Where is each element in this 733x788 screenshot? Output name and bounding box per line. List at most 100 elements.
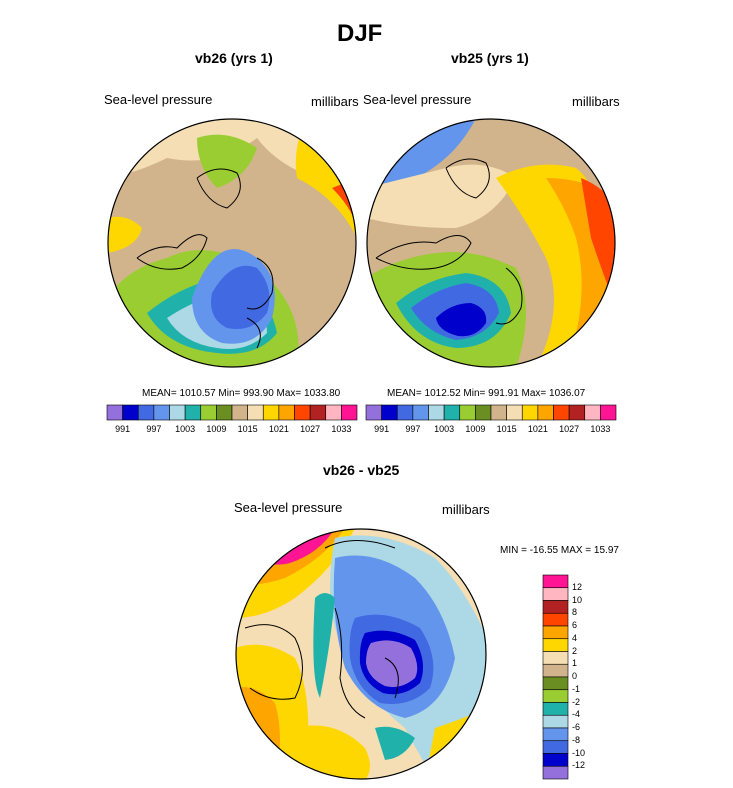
colorbar-box xyxy=(122,404,139,421)
colorbar-box xyxy=(542,625,569,640)
colorbar-box xyxy=(542,651,569,665)
map-border xyxy=(235,528,487,780)
colorbar-tick-label: 10 xyxy=(572,594,583,605)
coastline xyxy=(196,168,241,209)
panel-vb25-title: vb25 (yrs 1) xyxy=(451,50,529,66)
colorbar-tick-label: 1003 xyxy=(175,424,196,434)
colorbar-box xyxy=(443,404,461,421)
map-region xyxy=(313,593,335,698)
map-border xyxy=(107,118,357,368)
map-region xyxy=(295,725,370,779)
colorbar-tick-label: 1027 xyxy=(300,424,321,434)
colorbar-tick-label: 991 xyxy=(115,424,131,434)
panel-vb25-right-label: millibars xyxy=(572,94,620,109)
coastline xyxy=(495,267,523,325)
panel-vb26-left-label: Sea-level pressure xyxy=(104,92,213,107)
colorbar-tick-label: 1003 xyxy=(434,424,455,434)
coastline xyxy=(324,540,396,549)
colorbar-box xyxy=(542,689,569,703)
colorbar-box xyxy=(262,404,280,421)
colorbar-box xyxy=(542,574,569,589)
colorbar-tick-label: -12 xyxy=(572,760,586,771)
colorbar-tick-label: -2 xyxy=(572,696,581,707)
colorbar-tick-label: -6 xyxy=(572,722,581,732)
colorbar-tick-label: 2 xyxy=(572,645,578,656)
colorbar-tick-label: 1 xyxy=(572,658,578,669)
colorbar-diff xyxy=(542,574,569,780)
colorbar-box xyxy=(521,404,539,421)
colorbar-box xyxy=(200,404,217,421)
coastline xyxy=(445,158,490,199)
polar-map-vb25 xyxy=(366,118,616,368)
coastline xyxy=(246,257,274,310)
colorbar-box xyxy=(542,727,569,742)
polar-map-diff xyxy=(235,528,487,780)
colorbar-vb26 xyxy=(106,404,358,421)
colorbar-box xyxy=(137,404,155,421)
colorbar-box xyxy=(542,587,569,601)
map-region xyxy=(581,178,615,308)
colorbar-box xyxy=(365,404,382,421)
panel-vb26-title: vb26 (yrs 1) xyxy=(195,50,273,66)
colorbar-tick-label: -1 xyxy=(572,683,581,694)
colorbar-tick-label: 1021 xyxy=(527,424,548,434)
panel-vb26-stats: MEAN= 1010.57 Min= 993.90 Max= 1033.80 xyxy=(142,388,341,399)
colorbar-box xyxy=(553,404,570,421)
panel-diff-right-label: millibars xyxy=(442,502,490,517)
colorbar-box xyxy=(381,404,398,421)
colorbar-tick-label: 1009 xyxy=(206,424,227,434)
map-region xyxy=(367,164,516,228)
colorbar-box xyxy=(490,404,507,421)
panel-diff-left-label: Sea-level pressure xyxy=(234,500,343,515)
colorbar-tick-label: 0 xyxy=(572,671,578,681)
colorbar-tick-label: -10 xyxy=(572,747,586,758)
panel-vb25-stats: MEAN= 1012.52 Min= 991.91 Max= 1036.07 xyxy=(387,388,586,399)
colorbar-tick-label: 1009 xyxy=(465,424,486,434)
map-region xyxy=(211,265,270,329)
colorbar-tick-label: 991 xyxy=(374,424,390,434)
colorbar-box xyxy=(294,404,311,421)
colorbar-box xyxy=(542,612,569,627)
colorbar-tick-label: -4 xyxy=(572,709,581,720)
colorbar-vb26-ticks: 991 997 1003 1009 1015 1021 1027 1033 xyxy=(107,424,357,438)
colorbar-box xyxy=(537,404,554,421)
panel-vb25-left-label: Sea-level pressure xyxy=(363,92,472,107)
colorbar-vb25-ticks: 991 997 1003 1009 1015 1021 1027 1033 xyxy=(366,424,616,438)
colorbar-box xyxy=(542,702,569,716)
colorbar-tick-label: 12 xyxy=(572,581,583,592)
coastline xyxy=(246,317,261,349)
colorbar-box xyxy=(584,404,601,421)
colorbar-box xyxy=(475,404,492,421)
colorbar-box xyxy=(542,600,569,614)
colorbar-vb25 xyxy=(365,404,617,421)
colorbar-box xyxy=(600,404,617,421)
colorbar-box xyxy=(153,404,170,421)
colorbar-tick-label: 1021 xyxy=(268,424,289,434)
colorbar-tick-label: 1027 xyxy=(559,424,580,434)
polar-map-vb26 xyxy=(107,118,357,368)
colorbar-box xyxy=(216,404,233,421)
colorbar-tick-label: 4 xyxy=(572,632,578,643)
colorbar-box xyxy=(542,638,569,652)
colorbar-box xyxy=(568,404,586,421)
map-region xyxy=(366,640,418,687)
colorbar-tick-label: 1015 xyxy=(237,424,258,434)
colorbar-box xyxy=(506,404,523,421)
colorbar-tick-label: 1033 xyxy=(331,424,352,434)
figure-title: DJF xyxy=(337,20,383,47)
coastline xyxy=(136,234,208,270)
colorbar-box xyxy=(542,663,569,678)
coastline xyxy=(334,607,366,719)
colorbar-tick-label: -8 xyxy=(572,734,581,745)
colorbar-tick-label: 997 xyxy=(405,424,421,434)
colorbar-tick-label: 997 xyxy=(146,424,162,434)
coastline xyxy=(244,624,303,700)
colorbar-tick-label: 6 xyxy=(572,620,578,630)
map-border xyxy=(366,118,616,368)
coastline xyxy=(384,657,399,699)
colorbar-box xyxy=(542,740,569,754)
map-region xyxy=(108,216,142,253)
panel-vb26-right-label: millibars xyxy=(311,94,359,109)
colorbar-box xyxy=(184,404,202,421)
map-region xyxy=(436,303,487,337)
